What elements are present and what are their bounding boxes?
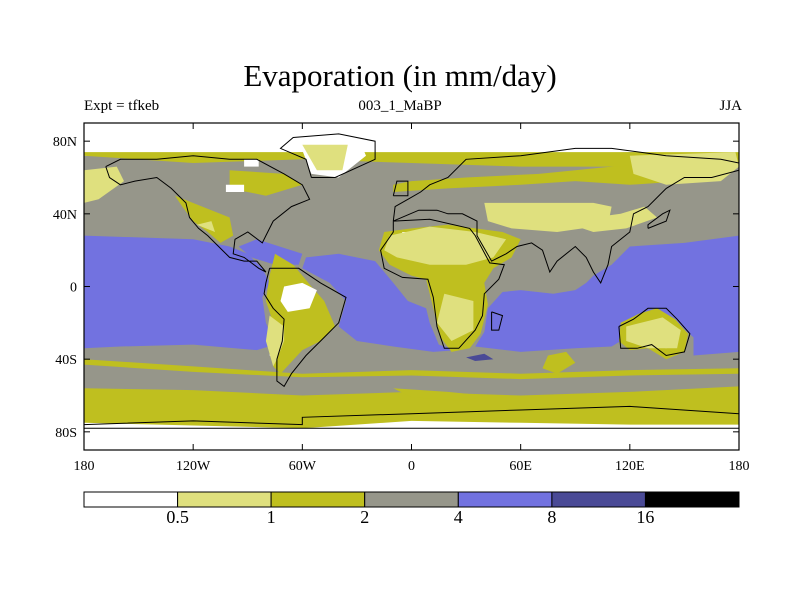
contour-region — [84, 123, 739, 160]
contour-region — [542, 351, 576, 374]
contour-fill-layer — [84, 123, 739, 450]
contour-region — [302, 144, 348, 171]
y-tick-label: 0 — [70, 281, 77, 296]
coastline — [105, 155, 311, 273]
colorbar-swatch — [551, 491, 647, 508]
contour-region — [475, 235, 739, 356]
x-axis: 180 120W 60W 0 60E 120E 180 — [74, 123, 750, 474]
y-tick-label: 80S — [55, 426, 77, 441]
x-tick-label: 120W — [176, 459, 211, 474]
coastline — [647, 209, 671, 229]
x-tick-label: 60E — [509, 459, 532, 474]
experiment-label: Expt = tfkeb — [84, 98, 160, 114]
colorbar-swatch — [644, 491, 740, 508]
coastline — [84, 405, 739, 429]
colorbar-swatch — [270, 491, 366, 508]
contour-region — [175, 195, 234, 243]
x-tick-label: 120E — [615, 459, 645, 474]
colorbar-label: 0.5 — [166, 507, 189, 527]
colorbar-swatch — [177, 491, 272, 508]
contour-region — [265, 315, 285, 367]
coastline-layer — [84, 133, 739, 429]
contour-region — [280, 282, 317, 312]
coastline — [618, 307, 691, 357]
coastline — [263, 267, 347, 388]
contour-region — [302, 253, 457, 352]
contour-region — [393, 388, 485, 401]
coastline — [491, 311, 504, 331]
colorbar-swatch — [83, 491, 179, 508]
x-tick-label: 180 — [74, 459, 95, 474]
colorbar-label: 4 — [454, 507, 463, 527]
colorbar: 0.5 1 2 4 8 16 — [83, 491, 740, 527]
coastline — [380, 218, 505, 349]
coastline — [392, 180, 409, 197]
contour-region — [437, 293, 474, 341]
colorbar-label: 8 — [547, 507, 556, 527]
contour-region — [629, 152, 739, 185]
contour-region — [229, 170, 303, 196]
contour-region — [84, 166, 124, 203]
chart-title: Evaporation (in mm/day) — [243, 58, 557, 93]
coastline — [392, 147, 739, 284]
contour-region — [84, 364, 739, 396]
x-tick-label: 180 — [729, 459, 750, 474]
run-label: 003_1_MaBP — [358, 98, 442, 114]
x-tick-label: 0 — [408, 459, 415, 474]
contour-region — [84, 152, 739, 167]
colorbar-swatch — [364, 491, 459, 508]
y-tick-label: 40N — [53, 208, 77, 223]
contour-region — [196, 221, 215, 232]
contour-region — [84, 235, 275, 351]
coastline — [279, 133, 376, 178]
colorbar-label: 1 — [267, 507, 276, 527]
y-tick-label: 40S — [55, 353, 77, 368]
y-tick-label: 80N — [53, 135, 77, 150]
season-label: JJA — [719, 98, 742, 114]
y-axis: 80N 40N 0 40S 80S — [53, 135, 739, 441]
colorbar-label: 2 — [360, 507, 369, 527]
contour-region — [238, 239, 303, 265]
contour-region — [244, 159, 259, 167]
colorbar-label: 16 — [636, 507, 654, 527]
x-tick-label: 60W — [289, 459, 317, 474]
contour-region — [466, 353, 494, 361]
contour-region — [265, 253, 336, 374]
contour-region — [225, 184, 245, 192]
contour-region — [626, 317, 681, 349]
colorbar-swatch — [457, 491, 553, 508]
